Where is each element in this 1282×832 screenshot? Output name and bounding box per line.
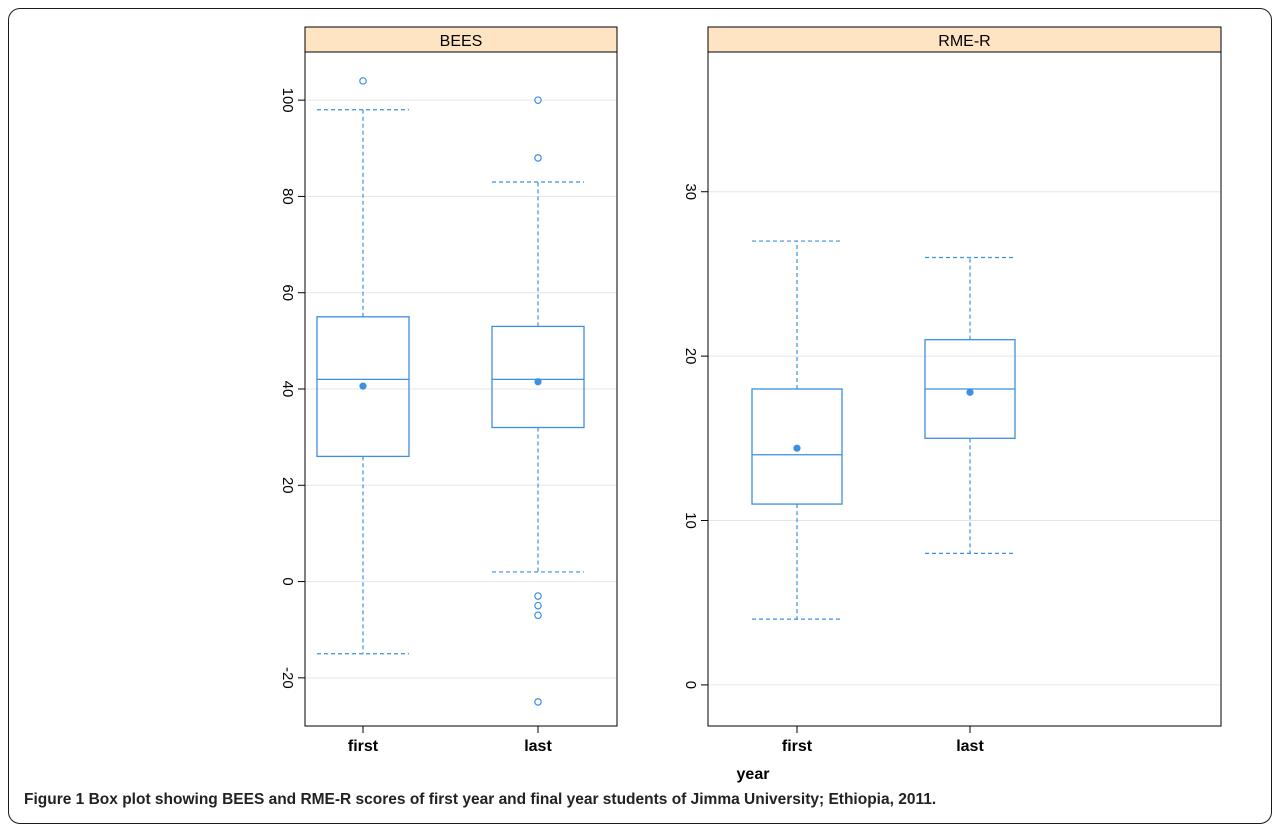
mean-point <box>359 382 367 390</box>
x-axis-label: year <box>737 766 770 783</box>
iqr-box <box>316 316 410 458</box>
plot-frame <box>707 51 1222 727</box>
iqr-box <box>751 388 843 505</box>
caption-label: Figure 1 <box>24 791 85 808</box>
outlier-point <box>534 592 542 600</box>
y-tick-label: -20 <box>279 667 296 689</box>
mean-point <box>966 388 974 396</box>
box-first <box>316 77 410 655</box>
panel-title: RME-R <box>938 33 990 50</box>
mean-point <box>793 444 801 452</box>
panel-bees: BEES -20 0 20 40 60 80 100 first last <box>279 26 618 755</box>
x-tick-label: last <box>524 738 552 755</box>
y-tick-label: 0 <box>682 681 699 689</box>
caption-text: Box plot showing BEES and RME-R scores o… <box>88 791 937 808</box>
y-tick-label: 20 <box>279 477 296 494</box>
outlier-point <box>534 96 542 104</box>
panel-title: BEES <box>440 33 483 50</box>
y-tick-label: 40 <box>279 381 296 398</box>
outlier-point <box>534 154 542 162</box>
box-last <box>924 256 1016 554</box>
outlier-point <box>534 611 542 620</box>
figure-caption: Figure 1 Box plot showing BEES and RME-R… <box>24 791 936 809</box>
panel-strip <box>707 26 1222 53</box>
mean-point <box>534 378 542 386</box>
y-tick-label: 0 <box>279 577 296 585</box>
outlier-point <box>534 601 542 610</box>
x-tick-label: last <box>956 738 984 755</box>
y-tick-label: 20 <box>682 348 699 365</box>
y-tick-label: 100 <box>279 88 296 113</box>
iqr-box <box>491 325 585 429</box>
y-tick-label: 60 <box>279 284 296 301</box>
box-first <box>751 240 843 620</box>
y-tick-label: 30 <box>682 183 699 200</box>
box-last <box>491 96 585 706</box>
figure-frame <box>8 8 1272 824</box>
x-tick-label: first <box>348 738 379 755</box>
panel-rme-r: RME-R 0 10 20 30 first last <box>682 26 1222 755</box>
outlier-point <box>534 698 542 706</box>
y-tick-label: 10 <box>682 512 699 529</box>
x-tick-label: first <box>782 738 813 755</box>
y-tick-label: 80 <box>279 188 296 205</box>
outlier-point <box>359 77 367 85</box>
